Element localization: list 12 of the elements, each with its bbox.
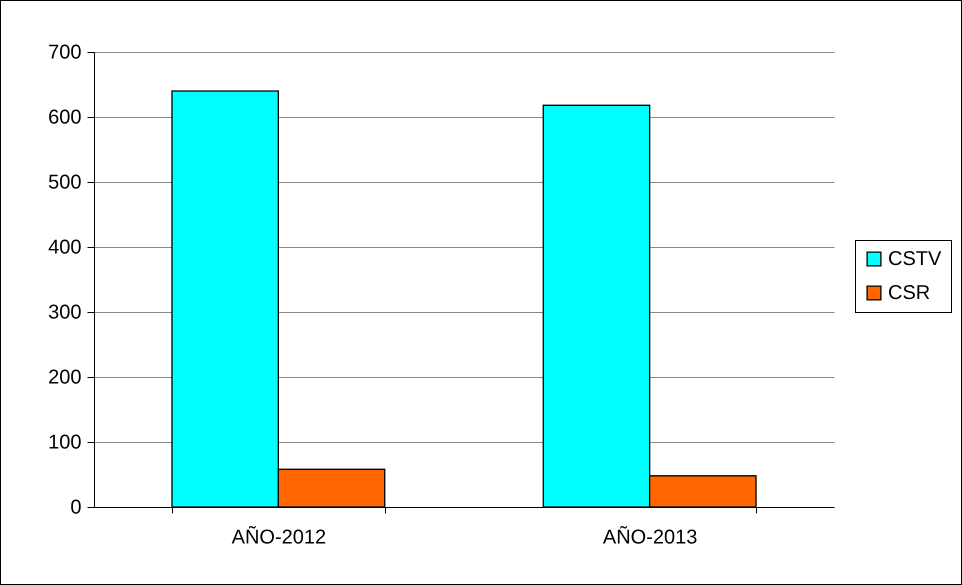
y-tick-label: 100 <box>48 432 82 454</box>
y-tick-label: 0 <box>70 496 82 518</box>
legend-label: CSR <box>888 282 930 304</box>
y-tick-label: 600 <box>48 106 82 128</box>
legend-label: CSTV <box>888 248 942 270</box>
x-tick-label: AÑO-2013 <box>602 526 698 548</box>
y-tick-label: 400 <box>48 236 82 258</box>
x-tick-label: AÑO-2012 <box>232 526 326 548</box>
y-tick-label: 300 <box>48 302 82 324</box>
y-tick-label: 700 <box>48 42 82 64</box>
y-tick-label: 200 <box>48 366 82 388</box>
y-tick-label: 500 <box>48 172 82 194</box>
